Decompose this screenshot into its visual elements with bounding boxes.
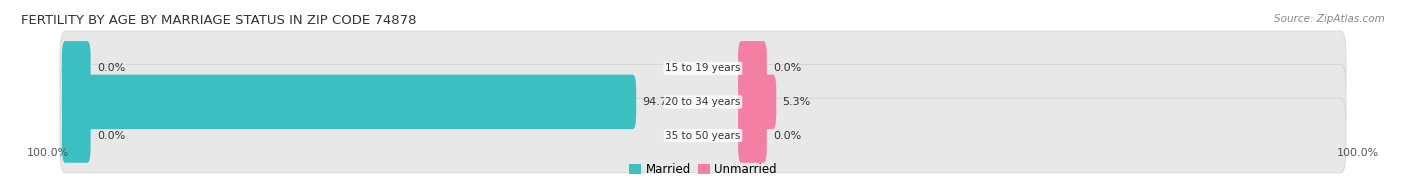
FancyBboxPatch shape <box>738 41 766 95</box>
Text: 0.0%: 0.0% <box>97 63 125 73</box>
Text: 35 to 50 years: 35 to 50 years <box>665 131 741 141</box>
FancyBboxPatch shape <box>60 65 1346 139</box>
Text: 100.0%: 100.0% <box>27 148 69 158</box>
FancyBboxPatch shape <box>60 31 1346 106</box>
FancyBboxPatch shape <box>62 41 90 95</box>
FancyBboxPatch shape <box>738 108 766 163</box>
Text: 100.0%: 100.0% <box>1337 148 1379 158</box>
FancyBboxPatch shape <box>738 41 766 95</box>
Text: 20 to 34 years: 20 to 34 years <box>665 97 741 107</box>
FancyBboxPatch shape <box>60 98 1346 173</box>
Text: 15 to 19 years: 15 to 19 years <box>665 63 741 73</box>
Text: Source: ZipAtlas.com: Source: ZipAtlas.com <box>1274 14 1385 24</box>
FancyBboxPatch shape <box>738 108 766 163</box>
Text: 0.0%: 0.0% <box>773 131 801 141</box>
FancyBboxPatch shape <box>62 75 636 129</box>
FancyBboxPatch shape <box>62 75 636 129</box>
FancyBboxPatch shape <box>738 75 776 129</box>
Legend: Married, Unmarried: Married, Unmarried <box>624 158 782 181</box>
FancyBboxPatch shape <box>62 41 90 95</box>
Text: 5.3%: 5.3% <box>783 97 811 107</box>
FancyBboxPatch shape <box>738 75 776 129</box>
FancyBboxPatch shape <box>62 108 90 163</box>
Text: 0.0%: 0.0% <box>97 131 125 141</box>
Text: 94.7%: 94.7% <box>643 97 678 107</box>
Text: 0.0%: 0.0% <box>773 63 801 73</box>
FancyBboxPatch shape <box>62 108 90 163</box>
Text: FERTILITY BY AGE BY MARRIAGE STATUS IN ZIP CODE 74878: FERTILITY BY AGE BY MARRIAGE STATUS IN Z… <box>21 14 416 27</box>
